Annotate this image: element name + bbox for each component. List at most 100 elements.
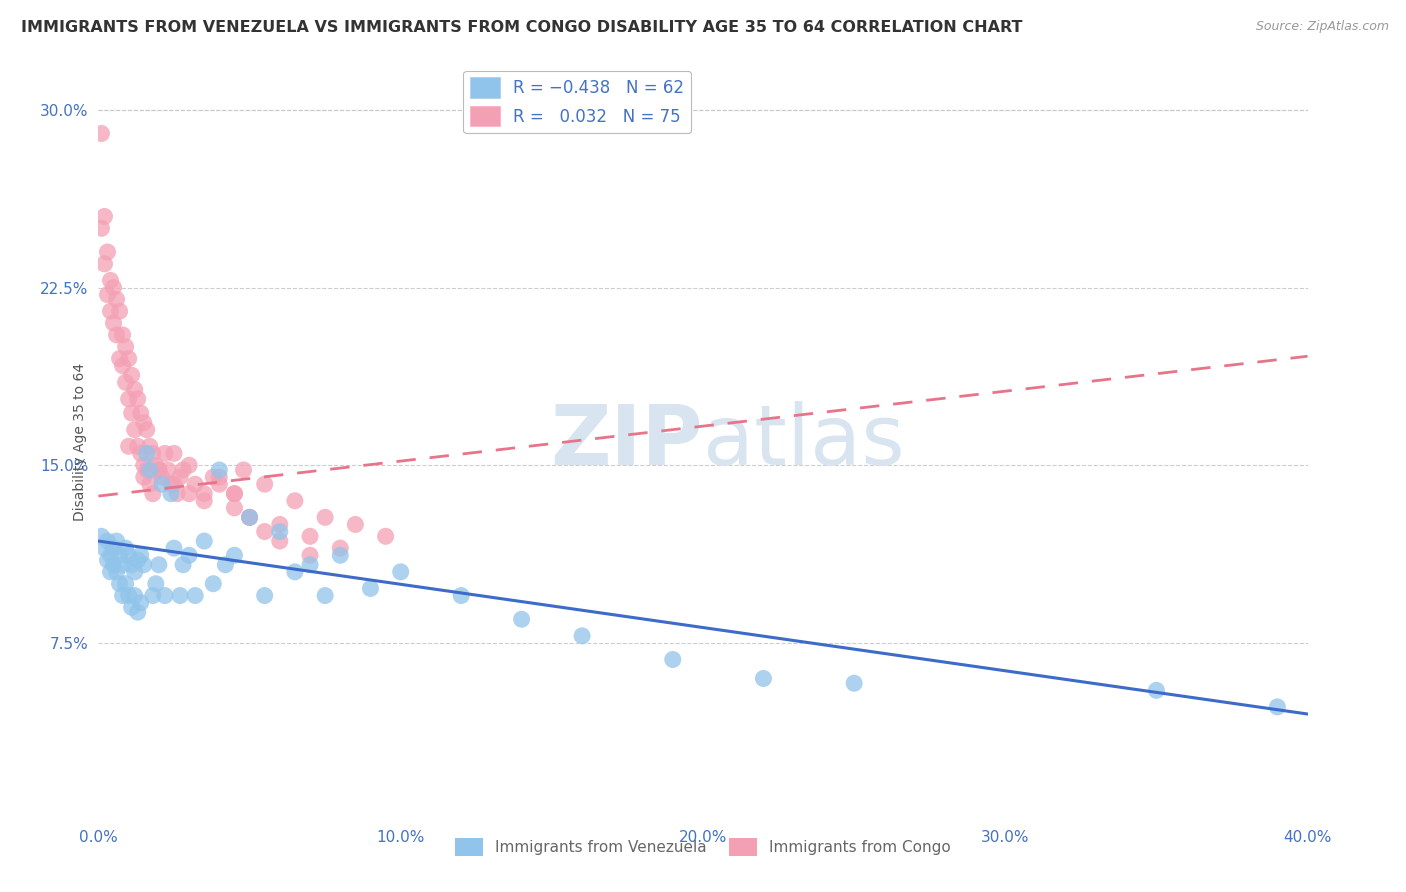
Point xyxy=(214,558,236,572)
Point xyxy=(132,470,155,484)
Legend: Immigrants from Venezuela, Immigrants from Congo: Immigrants from Venezuela, Immigrants fr… xyxy=(449,831,957,863)
Point xyxy=(150,477,173,491)
Point xyxy=(135,423,157,437)
Point xyxy=(90,529,112,543)
Point xyxy=(163,541,186,556)
Point xyxy=(129,446,152,460)
Point xyxy=(253,477,276,491)
Point xyxy=(121,600,143,615)
Point xyxy=(224,500,246,515)
Point xyxy=(208,463,231,477)
Point xyxy=(269,517,291,532)
Point xyxy=(127,392,149,406)
Text: IMMIGRANTS FROM VENEZUELA VS IMMIGRANTS FROM CONGO DISABILITY AGE 35 TO 64 CORRE: IMMIGRANTS FROM VENEZUELA VS IMMIGRANTS … xyxy=(21,20,1022,35)
Point xyxy=(124,589,146,603)
Point xyxy=(100,304,122,318)
Point xyxy=(93,210,115,224)
Point xyxy=(105,293,128,307)
Point xyxy=(153,446,176,460)
Point xyxy=(114,340,136,354)
Point xyxy=(121,368,143,383)
Point xyxy=(232,463,254,477)
Point xyxy=(114,376,136,390)
Point xyxy=(239,510,262,524)
Point xyxy=(132,558,155,572)
Point xyxy=(389,565,412,579)
Point xyxy=(374,529,396,543)
Point xyxy=(360,582,382,596)
Point xyxy=(118,392,141,406)
Point xyxy=(314,510,336,524)
Point xyxy=(179,458,201,473)
Point xyxy=(114,541,136,556)
Point xyxy=(108,548,131,563)
Point xyxy=(224,486,246,500)
Point xyxy=(160,486,183,500)
Point xyxy=(93,257,115,271)
Point xyxy=(844,676,866,690)
Point xyxy=(269,524,291,539)
Point xyxy=(96,287,118,301)
Point xyxy=(108,304,131,318)
Point xyxy=(135,463,157,477)
Point xyxy=(127,439,149,453)
Point xyxy=(510,612,533,626)
Point xyxy=(571,629,593,643)
Point xyxy=(129,406,152,420)
Point xyxy=(103,280,125,294)
Point xyxy=(96,553,118,567)
Point xyxy=(148,558,170,572)
Point xyxy=(202,470,225,484)
Text: atlas: atlas xyxy=(703,401,904,482)
Point xyxy=(93,541,115,556)
Point xyxy=(139,477,162,491)
Point xyxy=(160,477,183,491)
Point xyxy=(299,529,322,543)
Point xyxy=(118,589,141,603)
Point xyxy=(156,463,179,477)
Point xyxy=(100,548,122,563)
Point xyxy=(96,534,118,549)
Point xyxy=(299,548,322,563)
Point xyxy=(193,493,215,508)
Point xyxy=(284,493,307,508)
Point xyxy=(132,458,155,473)
Point xyxy=(752,672,775,686)
Point xyxy=(103,558,125,572)
Point xyxy=(132,416,155,430)
Point xyxy=(100,273,122,287)
Point xyxy=(142,486,165,500)
Point xyxy=(284,565,307,579)
Point xyxy=(124,565,146,579)
Point xyxy=(172,463,194,477)
Point xyxy=(166,486,188,500)
Point xyxy=(118,351,141,366)
Point xyxy=(111,589,134,603)
Point xyxy=(253,524,276,539)
Point xyxy=(179,486,201,500)
Point xyxy=(239,510,262,524)
Point xyxy=(329,548,352,563)
Point xyxy=(142,589,165,603)
Point xyxy=(193,486,215,500)
Point xyxy=(135,446,157,460)
Point xyxy=(169,589,191,603)
Point xyxy=(121,558,143,572)
Point xyxy=(184,477,207,491)
Point xyxy=(139,439,162,453)
Point xyxy=(100,565,122,579)
Point xyxy=(118,548,141,563)
Point xyxy=(114,576,136,591)
Point xyxy=(172,558,194,572)
Point xyxy=(202,576,225,591)
Point xyxy=(108,351,131,366)
Text: Source: ZipAtlas.com: Source: ZipAtlas.com xyxy=(1256,20,1389,33)
Point xyxy=(344,517,367,532)
Point xyxy=(105,565,128,579)
Point xyxy=(111,327,134,342)
Point xyxy=(1144,683,1167,698)
Point xyxy=(1267,699,1289,714)
Point xyxy=(253,589,276,603)
Point xyxy=(148,463,170,477)
Point xyxy=(90,221,112,235)
